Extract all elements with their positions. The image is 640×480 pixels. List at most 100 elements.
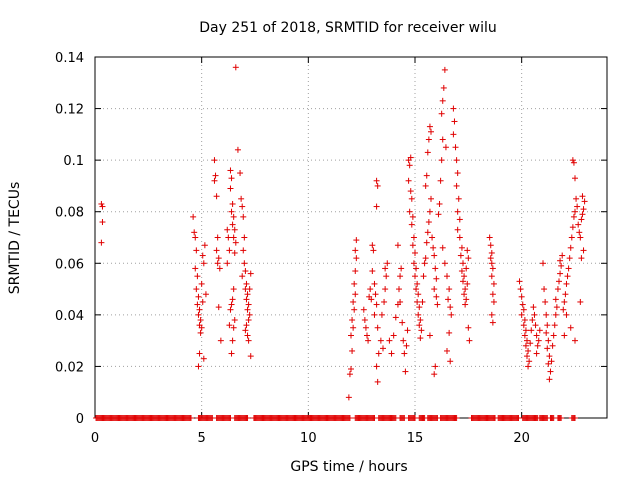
- data-point: [540, 260, 546, 267]
- data-point: [431, 286, 438, 293]
- y-tick-label: 0.14: [55, 51, 84, 66]
- data-point: [566, 255, 573, 262]
- data-point: [419, 298, 426, 305]
- data-point: [426, 123, 433, 130]
- data-point: [533, 332, 540, 339]
- data-point: [460, 260, 466, 267]
- data-point: [415, 291, 422, 298]
- data-point: [424, 149, 431, 156]
- data-point: [365, 337, 372, 344]
- data-point: [527, 340, 534, 347]
- data-point: [408, 221, 415, 228]
- data-point: [429, 234, 436, 241]
- data-point: [244, 332, 251, 339]
- data-point: [211, 157, 218, 164]
- data-point: [228, 175, 235, 182]
- data-point: [487, 242, 494, 249]
- data-point: [526, 358, 533, 365]
- data-point: [351, 280, 358, 287]
- data-point: [436, 200, 443, 207]
- data-point: [230, 324, 237, 331]
- data-point: [390, 332, 397, 339]
- data-point: [372, 291, 379, 298]
- data-point: [570, 159, 577, 166]
- data-point: [422, 182, 429, 189]
- data-point: [518, 293, 525, 300]
- data-point: [242, 268, 249, 275]
- data-point: [464, 247, 471, 254]
- data-point: [517, 286, 524, 293]
- data-point: [225, 234, 232, 241]
- data-point: [558, 262, 565, 269]
- data-point: [430, 244, 437, 251]
- data-point: [561, 298, 568, 305]
- data-point: [408, 195, 415, 202]
- data-point: [524, 337, 530, 344]
- data-point: [244, 306, 251, 313]
- data-point: [195, 363, 202, 370]
- data-point: [563, 311, 570, 318]
- data-point: [405, 177, 412, 184]
- data-point: [239, 273, 246, 280]
- data-point: [535, 337, 542, 344]
- data-point: [572, 415, 578, 421]
- data-point: [552, 311, 559, 318]
- data-point: [242, 327, 249, 334]
- data-point: [544, 345, 551, 352]
- data-point: [545, 360, 552, 367]
- data-point: [247, 353, 254, 360]
- data-point: [244, 415, 251, 421]
- data-point: [428, 195, 434, 202]
- data-point: [397, 273, 404, 280]
- data-point: [557, 257, 564, 264]
- data-point: [414, 280, 421, 287]
- data-point: [438, 157, 445, 164]
- data-point: [371, 311, 378, 318]
- data-point: [458, 268, 465, 275]
- data-point: [572, 175, 578, 182]
- y-tick-label: 0.08: [55, 206, 84, 221]
- data-point: [404, 327, 411, 334]
- data-point: [196, 350, 203, 357]
- data-point: [421, 260, 428, 267]
- y-tick-label: 0.04: [55, 309, 84, 324]
- data-point: [351, 306, 358, 313]
- data-point: [564, 273, 571, 280]
- y-tick-label: 0.06: [55, 257, 84, 272]
- data-point: [546, 376, 553, 383]
- data-point: [243, 280, 250, 287]
- data-point: [439, 136, 446, 143]
- data-point: [346, 371, 353, 378]
- data-point: [246, 286, 253, 293]
- data-point: [457, 252, 464, 259]
- data-point: [198, 324, 205, 331]
- data-point: [489, 291, 496, 298]
- data-point: [414, 298, 421, 305]
- data-point: [453, 157, 460, 164]
- data-point: [445, 296, 452, 303]
- data-points: [93, 64, 588, 421]
- data-point: [580, 206, 587, 213]
- data-point: [199, 252, 206, 259]
- data-point: [489, 265, 496, 272]
- data-point: [198, 280, 205, 287]
- data-point: [362, 324, 369, 331]
- data-point: [240, 247, 247, 254]
- data-point: [577, 298, 584, 305]
- data-point: [227, 306, 234, 313]
- data-point: [434, 301, 441, 308]
- data-point: [450, 105, 457, 112]
- data-point: [350, 324, 357, 331]
- data-point: [461, 291, 468, 298]
- x-tick-label: 5: [198, 431, 206, 446]
- data-point: [230, 234, 237, 241]
- data-point: [353, 255, 360, 262]
- data-point: [348, 366, 354, 373]
- data-point: [567, 324, 574, 331]
- data-point: [370, 247, 377, 254]
- data-point: [407, 188, 414, 195]
- data-point: [213, 247, 220, 254]
- data-point: [521, 332, 528, 339]
- data-point: [224, 260, 231, 267]
